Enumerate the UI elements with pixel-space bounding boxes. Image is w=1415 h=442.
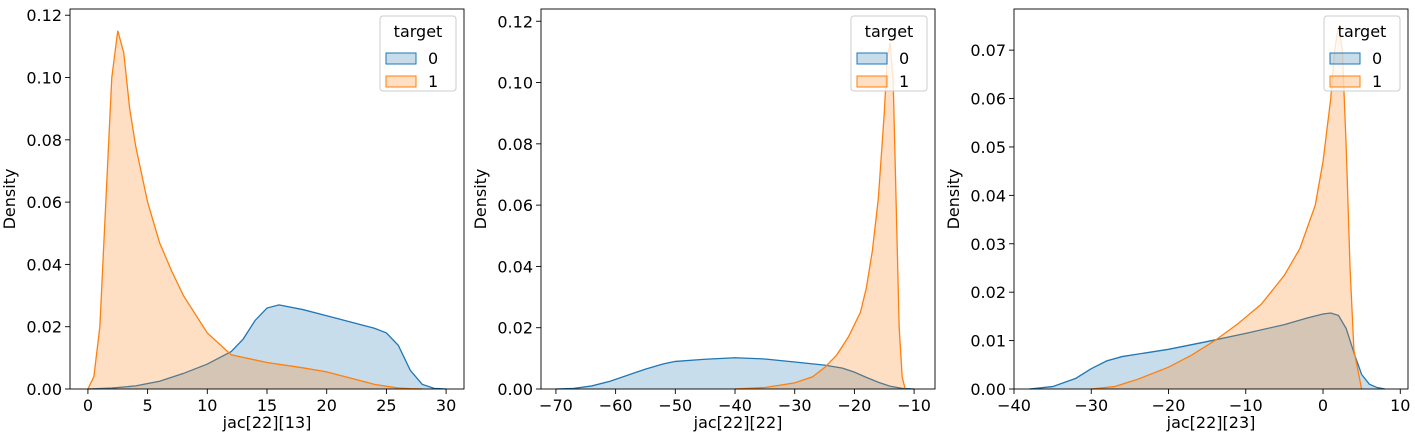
y-tick-label: 0.02 (497, 319, 533, 338)
y-tick-label: 0.06 (970, 90, 1006, 109)
axes-frame (540, 8, 936, 390)
density-area-target-1 (735, 42, 906, 390)
x-tick-label: −60 (599, 396, 633, 415)
x-tick-label: −20 (1152, 396, 1186, 415)
density-line-target-0 (1029, 312, 1385, 390)
y-tick-label: 0.01 (970, 332, 1006, 351)
y-tick-label: 0.00 (497, 380, 533, 399)
x-tick-label: 25 (376, 396, 396, 415)
legend-swatch-target-0 (856, 52, 888, 65)
x-tick-label: −10 (897, 396, 931, 415)
density-line-target-1 (1091, 25, 1363, 390)
y-axis-title: Density (471, 169, 490, 230)
y-tick-label: 0.07 (970, 41, 1006, 60)
x-tick-label: −40 (997, 396, 1031, 415)
legend-box (850, 15, 928, 92)
y-tick-label: 0.12 (497, 12, 533, 31)
y-tick-label: 0.00 (26, 380, 62, 399)
legend-box (1323, 15, 1401, 92)
x-tick-label: −70 (539, 396, 573, 415)
density-line-target-0 (87, 304, 447, 390)
x-tick-label: 5 (143, 396, 153, 415)
y-tick-label: 0.10 (26, 69, 62, 88)
x-tick-label: 15 (257, 396, 277, 415)
density-area-target-0 (1029, 313, 1385, 389)
density-line-target-1 (734, 42, 906, 390)
x-tick-label: 10 (197, 396, 217, 415)
y-tick-label: 0.06 (497, 196, 533, 215)
density-line-target-1 (87, 30, 423, 390)
x-axis-title: jac[22][23] (1166, 413, 1256, 432)
x-tick-label: 20 (317, 396, 337, 415)
y-tick-label: 0.02 (970, 283, 1006, 302)
density-line-target-0 (555, 357, 915, 390)
y-tick-label: 0.10 (497, 74, 533, 93)
y-axis-title: Density (944, 169, 963, 230)
legend-title: target (865, 22, 914, 41)
x-tick-label: 0 (83, 396, 93, 415)
density-area-target-1 (1091, 25, 1362, 389)
legend-label-target-0: 0 (1372, 49, 1382, 68)
y-tick-label: 0.04 (497, 257, 533, 276)
x-tick-label: 30 (436, 396, 456, 415)
legend-box (379, 15, 457, 92)
x-tick-label: −20 (838, 396, 872, 415)
y-tick-label: 0.12 (26, 6, 62, 25)
density-area-target-0 (87, 304, 447, 389)
legend-swatch-target-0 (385, 52, 417, 65)
y-tick-label: 0.08 (497, 135, 533, 154)
x-axis-title: jac[22][13] (222, 413, 312, 432)
axes-frame (1013, 8, 1409, 390)
chart-panel-2: −70 −60 −50 −40 −30 −20 −10 0.00 0.02 0.04 0.06 0.0… (471, 8, 936, 432)
x-tick-label: 10 (1390, 396, 1410, 415)
x-tick-label: 0 (1318, 396, 1328, 415)
legend-swatch-target-1 (385, 75, 417, 88)
legend-swatch-target-0 (1329, 52, 1361, 65)
legend-title: target (1338, 22, 1387, 41)
y-tick-label: 0.06 (26, 193, 62, 212)
chart-panel-1: 0 5 10 15 20 25 300.000.020.040.060.080.100.12… (0, 6, 465, 432)
y-axis-title: Density (0, 169, 19, 230)
legend-swatch-target-1 (856, 75, 888, 88)
x-tick-label: −30 (778, 396, 812, 415)
x-tick-label: −50 (658, 396, 692, 415)
x-tick-label: −30 (1074, 396, 1108, 415)
y-tick-label: 0.00 (970, 380, 1006, 399)
legend-swatch-target-1 (1329, 75, 1361, 88)
legend-label-target-0: 0 (428, 49, 438, 68)
y-tick-label: 0.05 (970, 138, 1006, 157)
x-tick-label: −10 (1229, 396, 1263, 415)
y-tick-label: 0.03 (970, 235, 1006, 254)
legend-title: target (394, 22, 443, 41)
legend-label-target-1: 1 (1372, 72, 1382, 91)
y-tick-label: 0.04 (26, 255, 62, 274)
legend-label-target-1: 1 (428, 72, 438, 91)
legend-label-target-1: 1 (899, 72, 909, 91)
x-axis-title: jac[22][22] (693, 413, 783, 432)
y-tick-label: 0.08 (26, 131, 62, 150)
chart-panel-3: −40 −30 −20 −10 0 100.000.010.020.030.040.050… (944, 8, 1410, 432)
density-area-target-1 (87, 30, 423, 390)
legend-label-target-0: 0 (899, 49, 909, 68)
x-tick-label: −40 (718, 396, 752, 415)
y-tick-label: 0.02 (26, 318, 62, 337)
y-tick-label: 0.04 (970, 186, 1006, 205)
